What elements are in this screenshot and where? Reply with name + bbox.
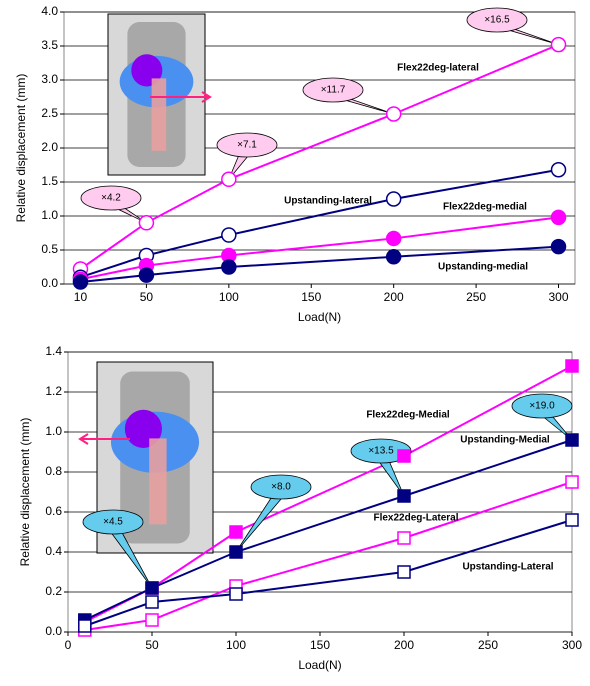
marker: [550, 162, 567, 178]
series-label: Flex22deg-Lateral: [373, 513, 458, 524]
x-tick-label: 0: [65, 638, 72, 652]
y-tick-label: 1.4: [45, 344, 62, 358]
marker: [565, 475, 579, 489]
chart: 0.0 0.2 0.4 0.6 0.8 1.0 1.2 1.4 0 50 100 150 200 250 3…: [18, 344, 582, 672]
inset-arrow-head: [78, 433, 89, 445]
callout-text: ×4.5: [103, 517, 123, 528]
marker: [565, 433, 579, 447]
callout: [466, 7, 528, 33]
marker: [385, 191, 402, 207]
x-tick-label: 100: [226, 638, 246, 652]
x-axis-label: Load(N): [298, 310, 341, 324]
inset-arrow-head: [201, 91, 212, 103]
marker: [385, 106, 402, 122]
x-tick-label: 200: [384, 290, 404, 304]
inset-ligament: [151, 78, 167, 151]
y-tick-label: 0.0: [45, 624, 62, 638]
callout: [350, 438, 412, 464]
y-tick-label: 3.5: [41, 38, 58, 52]
y-tick-label: 1.0: [45, 424, 62, 438]
x-tick-label: 300: [562, 638, 582, 652]
y-axis-label: Relative displacement (mm): [14, 74, 28, 223]
marker: [229, 545, 243, 559]
x-tick-label: 150: [310, 638, 330, 652]
marker: [229, 525, 243, 539]
y-tick-label: 1.2: [45, 384, 62, 398]
y-tick-label: 2.0: [41, 140, 58, 154]
chart: 0.0 0.5 1.0 1.5 2.0 2.5 3.0 3.5 4.0 10 50 100 150 200…: [14, 4, 576, 324]
inset-meniscus: [131, 54, 163, 87]
marker: [138, 215, 155, 231]
y-tick-label: 0.6: [45, 504, 62, 518]
marker: [145, 581, 159, 595]
y-tick-label: 0.4: [45, 544, 62, 558]
callout: [82, 509, 144, 535]
series-label: Upstanding-Medial: [460, 435, 550, 446]
marker: [397, 531, 411, 545]
marker: [138, 267, 155, 283]
marker: [145, 595, 159, 609]
x-tick-label: 50: [140, 290, 154, 304]
marker: [145, 613, 159, 627]
callout-text: ×7.1: [237, 140, 257, 151]
y-tick-label: 0.8: [45, 464, 62, 478]
callout-text: ×11.7: [321, 85, 346, 96]
series-label: Upstanding-Lateral: [462, 562, 553, 573]
x-axis-label: Load(N): [298, 658, 341, 672]
y-tick-label: 4.0: [41, 4, 58, 18]
callout: [216, 132, 278, 158]
marker: [550, 238, 567, 255]
marker: [221, 171, 237, 188]
y-axis-label: Relative displacement (mm): [18, 418, 32, 567]
callout: [511, 393, 573, 419]
marker: [550, 209, 567, 226]
x-tick-label: 200: [394, 638, 414, 652]
y-tick-label: 1.0: [41, 208, 58, 222]
callout-text: ×8.0: [271, 482, 291, 493]
inset-ligament: [149, 438, 167, 525]
marker: [229, 587, 243, 601]
marker: [221, 259, 237, 275]
x-tick-label: 100: [219, 290, 239, 304]
marker: [397, 565, 411, 579]
x-tick-label: 150: [301, 290, 321, 304]
x-tick-label: 250: [478, 638, 498, 652]
series-label: Upstanding-medial: [438, 262, 528, 273]
callout: [80, 185, 142, 211]
marker: [565, 359, 579, 373]
series-label: Upstanding-lateral: [284, 196, 372, 207]
x-tick-label: 50: [145, 638, 159, 652]
y-tick-label: 0.0: [41, 276, 58, 290]
marker: [385, 249, 402, 265]
marker: [78, 619, 92, 633]
marker: [397, 489, 411, 503]
callout-text: ×16.5: [484, 15, 510, 26]
y-tick-label: 0.5: [41, 242, 58, 256]
callout-text: ×4.2: [101, 193, 121, 204]
marker: [221, 227, 237, 243]
marker: [72, 274, 89, 290]
series-label: Flex22deg-lateral: [397, 63, 479, 74]
y-tick-label: 2.5: [41, 106, 58, 120]
x-tick-label: 250: [466, 290, 486, 304]
y-tick-label: 3.0: [41, 72, 58, 86]
x-tick-label: 300: [549, 290, 569, 304]
callout-text: ×19.0: [529, 401, 555, 412]
marker: [550, 36, 567, 53]
series-label: Flex22deg-medial: [443, 202, 527, 213]
callout: [250, 474, 312, 500]
y-tick-label: 0.2: [45, 584, 62, 598]
callout-text: ×13.5: [368, 446, 394, 457]
marker: [565, 513, 579, 527]
series-label: Flex22deg-Medial: [366, 410, 450, 421]
marker: [397, 449, 411, 463]
y-tick-label: 1.5: [41, 174, 58, 188]
x-tick-label: 10: [74, 290, 88, 304]
callout: [302, 77, 364, 103]
marker: [385, 230, 402, 247]
